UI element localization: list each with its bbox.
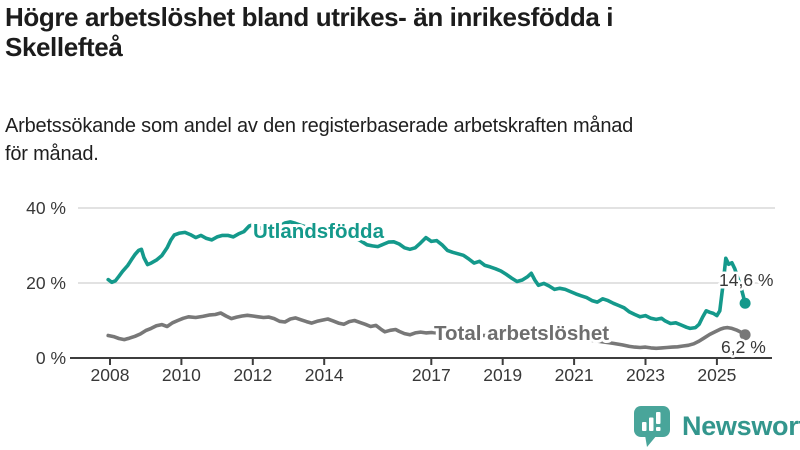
x-tick-label-2010: 2010: [162, 365, 201, 385]
subtitle-line-1: Arbetssökande som andel av den registerb…: [5, 115, 634, 137]
x-tick-label-2021: 2021: [555, 365, 594, 385]
chart-subtitle: Arbetssökande som andel av den registerb…: [5, 112, 793, 169]
newsworthy-logo: Newsworthy: [633, 405, 800, 447]
x-tick-label-2017: 2017: [412, 365, 451, 385]
x-tick-label-2012: 2012: [233, 365, 272, 385]
y-tick-label-0: 0 %: [36, 348, 66, 368]
logo-badge-tail: [645, 435, 657, 447]
page-title: Högre arbetslöshet bland utrikes- än inr…: [5, 2, 793, 63]
end-value-label-utlandsfodda: 14,6 %: [719, 270, 773, 290]
end-value-label-total: 6,2 %: [721, 337, 766, 357]
x-tick-label-2008: 2008: [91, 365, 130, 385]
title-line-1: Högre arbetslöshet bland utrikes- än inr…: [5, 2, 614, 32]
title-line-2: Skellefteå: [5, 32, 123, 63]
x-tick-label-2023: 2023: [626, 365, 665, 385]
bar-chart-exclamation-icon: [642, 412, 661, 431]
axis-labels: 40 % 20 % 0 % 2008 2010 2012 2014 2017 2019 2021 2…: [26, 198, 736, 385]
series-lines: [106, 220, 747, 351]
end-dot-utlandsfodda: [739, 297, 751, 309]
y-tick-label-20: 20 %: [26, 273, 66, 293]
x-tick-label-2014: 2014: [305, 365, 344, 385]
x-tick-label-2025: 2025: [697, 365, 736, 385]
x-axis: [70, 357, 772, 365]
x-tick-label-2019: 2019: [483, 365, 522, 385]
series-line-total: [106, 311, 747, 351]
end-dots: [739, 297, 751, 341]
newsworthy-logo-icon: [634, 406, 670, 447]
series-label-total-arbetsloshet: Total arbetslöshet: [434, 322, 609, 345]
gridlines: [78, 207, 775, 284]
y-tick-label-40: 40 %: [26, 198, 66, 218]
series-label-utlandsfodda: Utlandsfödda: [253, 220, 385, 243]
newsworthy-logo-text: Newsworthy: [682, 410, 800, 441]
line-chart: 40 % 20 % 0 % 2008 2010 2012 2014 2017 2019 2021 2…: [26, 198, 776, 385]
series-line-utlandsfodda: [106, 220, 747, 331]
subtitle-line-2: för månad.: [5, 143, 99, 166]
end-dot-total: [739, 329, 751, 341]
